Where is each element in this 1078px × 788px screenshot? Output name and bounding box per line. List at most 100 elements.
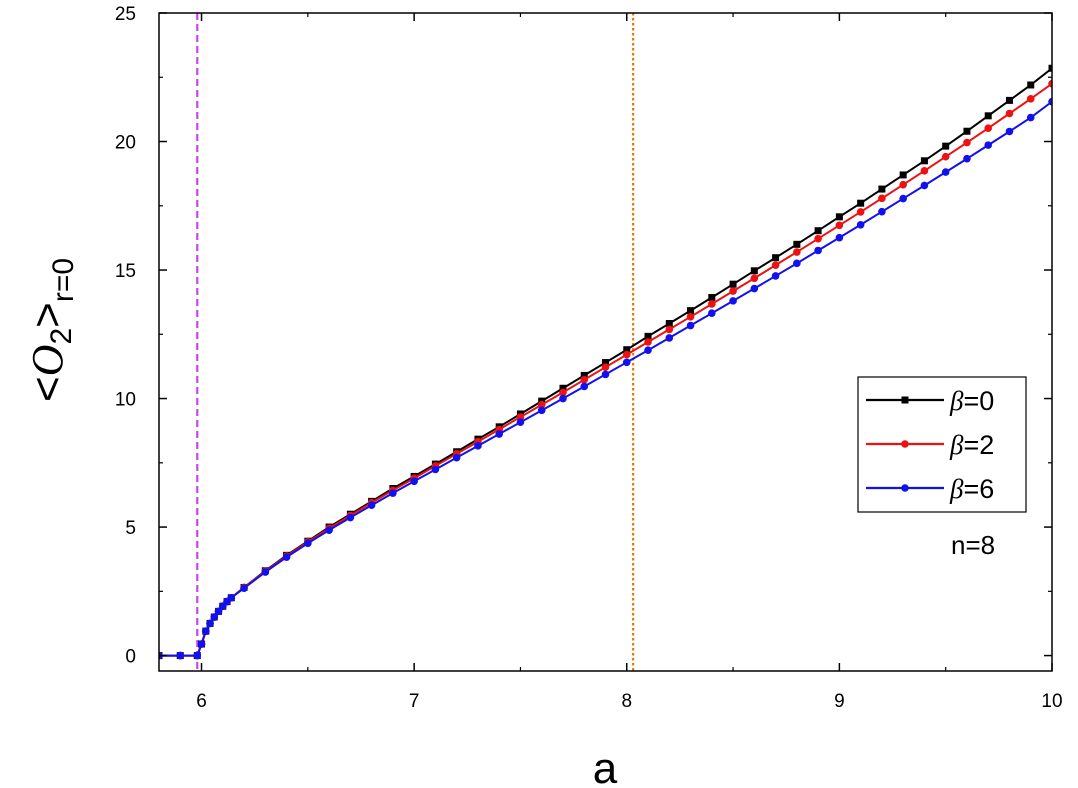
data-point xyxy=(984,112,992,120)
data-point xyxy=(835,213,843,221)
data-point xyxy=(214,607,223,616)
y-axis-title-close: > xyxy=(23,302,72,328)
x-tick-label: 7 xyxy=(409,691,420,712)
data-point xyxy=(878,207,886,216)
data-point xyxy=(623,346,631,354)
legend-entry-2: β=2 xyxy=(866,430,994,460)
data-point xyxy=(559,388,567,397)
legend-entry-3: β=6 xyxy=(866,474,994,504)
data-point xyxy=(601,370,610,379)
y-tick-label: 10 xyxy=(115,390,136,411)
data-point xyxy=(963,127,971,135)
data-point xyxy=(857,199,865,207)
data-point xyxy=(410,477,418,486)
data-point xyxy=(1026,113,1035,122)
data-point xyxy=(984,124,993,132)
series-layer xyxy=(159,64,1052,660)
data-point xyxy=(1048,64,1052,72)
legend: β=0 β=2 β=6 xyxy=(857,376,1027,513)
data-point xyxy=(941,152,950,161)
data-point xyxy=(1026,95,1035,103)
data-point xyxy=(474,442,482,450)
data-point xyxy=(665,325,674,334)
data-point xyxy=(176,651,185,660)
data-point xyxy=(835,233,844,242)
data-point xyxy=(708,294,716,302)
data-point xyxy=(729,297,737,305)
data-point xyxy=(580,382,589,391)
y-axis-title: <O2>r=0 xyxy=(23,258,80,402)
data-point xyxy=(197,640,206,648)
data-point xyxy=(899,180,907,189)
data-point xyxy=(282,553,291,561)
data-point xyxy=(920,181,929,190)
data-point xyxy=(942,142,950,150)
x-axis-title: a xyxy=(593,744,618,788)
legend-marker xyxy=(901,484,909,492)
legend-label: β=0 xyxy=(949,386,994,416)
x-tick-label: 8 xyxy=(621,691,632,712)
data-point xyxy=(261,568,270,576)
data-point xyxy=(452,453,461,462)
data-point xyxy=(227,593,236,602)
data-point xyxy=(389,489,397,497)
data-point xyxy=(201,627,210,635)
data-point xyxy=(622,350,631,359)
data-point xyxy=(771,272,780,280)
x-axis: 6 7 8 9 10 xyxy=(196,13,1063,712)
plot-frame xyxy=(158,12,1053,672)
data-point xyxy=(814,246,822,255)
legend-marker xyxy=(901,440,909,448)
data-point xyxy=(750,274,759,283)
data-point xyxy=(1005,96,1013,104)
data-point xyxy=(941,168,950,176)
y-tick-label: 15 xyxy=(115,261,136,282)
data-point xyxy=(210,613,219,621)
data-point xyxy=(193,651,202,660)
data-point xyxy=(1005,109,1014,118)
data-point xyxy=(963,138,971,147)
data-point xyxy=(687,307,695,315)
y-axis-title-subscript: r=0 xyxy=(47,258,80,302)
y-tick-label: 20 xyxy=(115,133,136,154)
data-point xyxy=(750,284,759,293)
legend-entry-1: β=0 xyxy=(866,386,994,416)
data-point xyxy=(516,418,525,426)
data-point xyxy=(920,167,929,175)
data-point xyxy=(325,526,333,534)
data-point xyxy=(708,300,716,308)
legend-label: β=2 xyxy=(949,430,994,460)
data-point xyxy=(580,371,588,379)
data-point xyxy=(686,313,695,321)
series-1 xyxy=(159,64,1052,660)
legend-label: β=6 xyxy=(949,474,994,504)
data-point xyxy=(601,363,610,371)
data-point xyxy=(899,194,907,203)
annotation-n: n=8 xyxy=(951,530,995,560)
data-point xyxy=(304,539,312,548)
data-point xyxy=(431,465,440,474)
data-point xyxy=(580,375,589,384)
data-point xyxy=(644,338,652,346)
data-point xyxy=(856,220,865,229)
y-axis: 0 5 10 15 20 25 xyxy=(115,4,1052,668)
x-tick-label: 10 xyxy=(1041,691,1062,712)
data-point xyxy=(240,584,248,593)
data-point xyxy=(772,254,780,262)
data-point xyxy=(793,240,801,248)
data-point xyxy=(559,384,567,392)
series-2 xyxy=(159,79,1052,660)
data-point xyxy=(856,208,865,216)
x-tick-label: 9 xyxy=(834,691,845,712)
data-point xyxy=(1005,127,1014,136)
y-tick-label: 25 xyxy=(115,4,136,25)
data-point xyxy=(665,319,673,327)
data-point xyxy=(346,513,355,522)
x-tick-label: 6 xyxy=(196,691,207,712)
data-point xyxy=(644,346,652,355)
data-point xyxy=(814,234,822,243)
data-point xyxy=(793,248,801,256)
data-point xyxy=(729,287,737,295)
legend-marker xyxy=(901,396,909,404)
